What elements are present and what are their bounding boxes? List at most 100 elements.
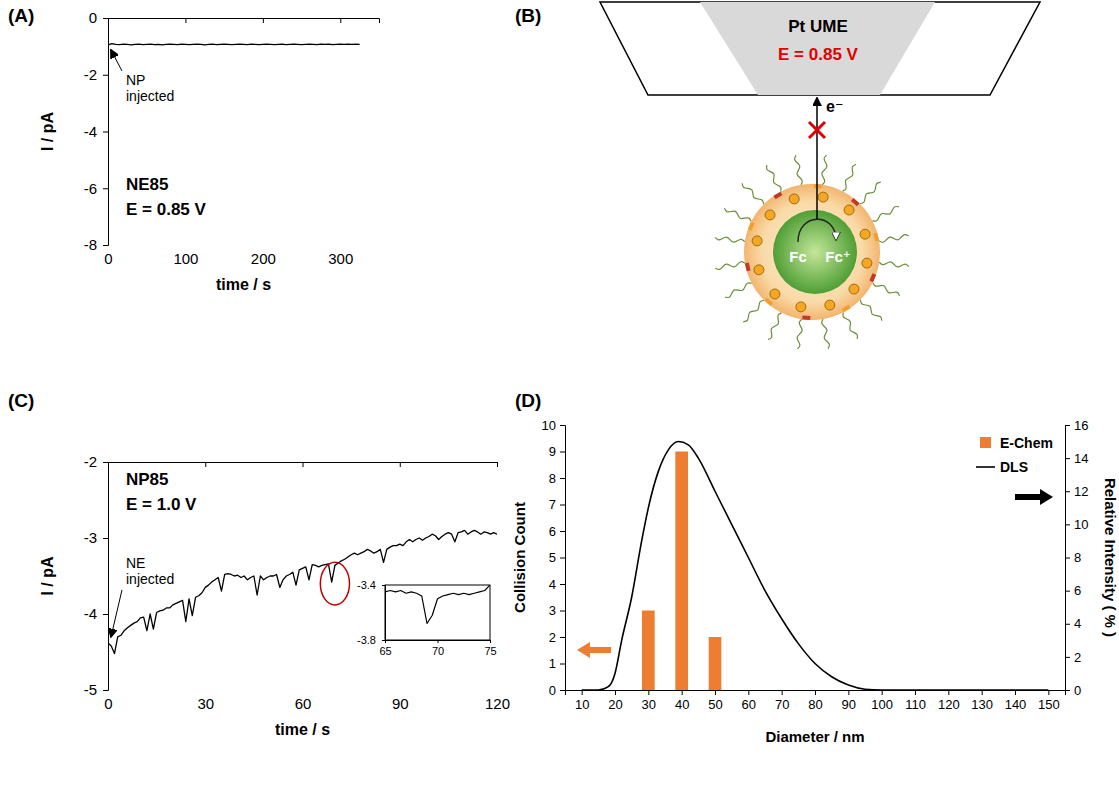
tick: 12 xyxy=(1065,484,1088,499)
tick: -3 xyxy=(84,529,108,546)
tick xyxy=(108,18,109,23)
annotation: injected xyxy=(126,88,174,104)
panel-letter: (C) xyxy=(8,390,34,411)
annotation: NP xyxy=(126,72,145,88)
surfactant-dot xyxy=(796,302,806,312)
tick-mark xyxy=(582,690,583,695)
tick-label: 16 xyxy=(1074,418,1088,433)
legend-label: DLS xyxy=(1000,459,1028,475)
tick-label: 110 xyxy=(905,697,926,712)
tick-label: 65 xyxy=(379,645,391,657)
tick-mark xyxy=(1065,491,1070,492)
panel-letter: (A) xyxy=(8,5,34,26)
tick-label: 0 xyxy=(104,250,112,267)
tick-label: 20 xyxy=(608,697,622,712)
axis-pointer-arrow xyxy=(577,642,611,658)
tick xyxy=(400,462,401,467)
condition-label: E = 0.85 V xyxy=(126,200,207,219)
tick-label: 200 xyxy=(251,250,276,267)
condition-label: NE85 xyxy=(126,175,169,194)
x-axis xyxy=(109,18,380,23)
tick: -4 xyxy=(84,123,108,140)
tick-label: 6 xyxy=(1074,583,1081,598)
surface-site xyxy=(748,222,755,231)
x-axis: 102030405060708090100110120130140150 xyxy=(566,690,1066,712)
tick: 2 xyxy=(549,630,565,645)
tick-mark xyxy=(1065,657,1070,658)
tick-mark xyxy=(560,584,565,585)
ligand xyxy=(873,282,900,295)
ligand xyxy=(797,319,802,349)
tick-mark xyxy=(560,478,565,479)
ligand xyxy=(743,300,764,321)
y-axis: -5-4-3-2 xyxy=(84,453,109,698)
tick-label: 0 xyxy=(549,683,556,698)
surface-site xyxy=(873,233,879,242)
annotation: NE xyxy=(126,555,145,571)
tick-label: 30 xyxy=(197,695,214,712)
inset-x-axis: 657075 xyxy=(379,640,496,657)
ligand xyxy=(822,319,830,349)
tick: -6 xyxy=(84,180,108,197)
ligand xyxy=(843,312,858,339)
tick: 3 xyxy=(549,603,565,618)
surfactant-dot xyxy=(765,210,775,220)
potential-label: E = 0.85 V xyxy=(778,45,859,64)
panel-letter: (B) xyxy=(515,5,541,26)
tick-label: 40 xyxy=(675,697,689,712)
tick-mark xyxy=(303,462,304,467)
tick-label: 8 xyxy=(549,471,556,486)
legend-label: E-Chem xyxy=(1000,435,1053,451)
tick-mark xyxy=(882,690,883,695)
tick-label: 2 xyxy=(1074,650,1081,665)
tick-label: 0 xyxy=(1074,683,1081,698)
electrode-core xyxy=(700,2,935,95)
tick: 90 xyxy=(392,690,409,712)
tick-label: 7 xyxy=(549,497,556,512)
tick-mark xyxy=(560,558,565,559)
tick-mark xyxy=(1065,624,1070,625)
tick-mark xyxy=(385,640,386,643)
tick-mark xyxy=(205,462,206,467)
tick-label: 4 xyxy=(1074,616,1081,631)
data-line xyxy=(108,44,360,45)
tick: 40 xyxy=(675,690,689,712)
tick-label: 140 xyxy=(1005,697,1027,712)
tick: 130 xyxy=(971,690,993,712)
tick-mark xyxy=(615,690,616,695)
annotation: injected xyxy=(126,571,174,587)
axis-pointer-arrow xyxy=(1015,489,1053,505)
tick-mark xyxy=(948,690,949,695)
axis-title: Collision Count xyxy=(511,502,528,613)
tick-mark xyxy=(560,452,565,453)
bar xyxy=(642,611,655,691)
tick-mark xyxy=(103,75,108,76)
plot-area xyxy=(108,530,497,653)
tick-label: 50 xyxy=(708,697,722,712)
inset-plot xyxy=(385,585,490,624)
tick-mark xyxy=(340,18,341,23)
tick-label: 10 xyxy=(542,418,556,433)
surfactant-dot xyxy=(789,194,799,204)
axis-line xyxy=(1066,426,1071,691)
tick-label: 120 xyxy=(938,697,960,712)
tick: 70 xyxy=(432,640,444,657)
tick-mark xyxy=(438,640,439,643)
tick: 50 xyxy=(708,690,722,712)
tick-mark xyxy=(560,611,565,612)
axis-title: I / pA xyxy=(39,556,56,596)
tick: 110 xyxy=(905,690,926,712)
product-label: Fc⁺ xyxy=(825,248,850,265)
tick-mark xyxy=(108,462,109,467)
ligand xyxy=(872,207,899,222)
tick-mark xyxy=(1065,524,1070,525)
tick: 65 xyxy=(379,640,391,657)
tick xyxy=(340,18,341,23)
tick-mark xyxy=(263,18,264,23)
electrode-label: Pt UME xyxy=(788,17,848,36)
tick: 0 xyxy=(104,690,112,712)
ligand xyxy=(724,208,751,221)
ligand xyxy=(860,300,881,321)
tick-mark xyxy=(382,640,385,641)
ligand xyxy=(879,235,909,243)
